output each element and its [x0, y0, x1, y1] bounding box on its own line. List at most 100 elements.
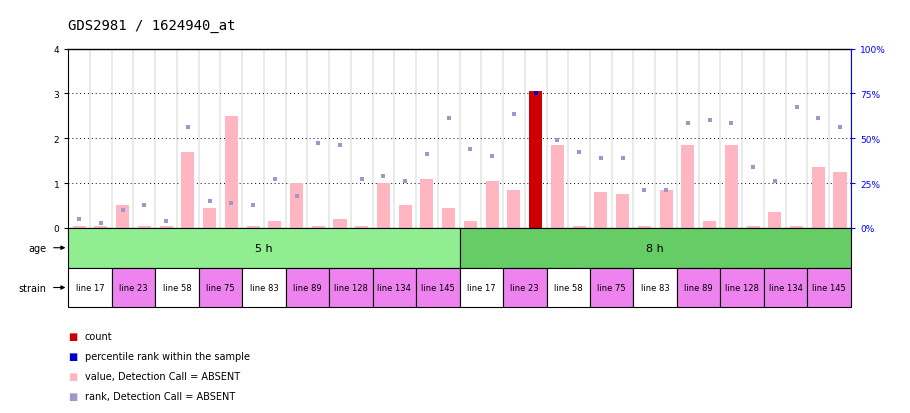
- Point: [593, 156, 608, 162]
- Bar: [721, 268, 763, 308]
- Bar: [460, 228, 851, 268]
- Text: strain: strain: [18, 283, 46, 293]
- Point: [72, 216, 86, 223]
- Text: ■: ■: [68, 391, 77, 401]
- Bar: [724, 146, 738, 228]
- Bar: [181, 152, 195, 228]
- Bar: [677, 268, 721, 308]
- Point: [789, 104, 804, 111]
- Bar: [633, 268, 677, 308]
- Bar: [159, 226, 173, 228]
- Bar: [112, 268, 156, 308]
- Text: ■: ■: [68, 371, 77, 381]
- Bar: [156, 268, 198, 308]
- Bar: [286, 268, 329, 308]
- Bar: [225, 116, 238, 228]
- Point: [94, 221, 108, 227]
- Bar: [572, 226, 586, 228]
- Text: rank, Detection Call = ABSENT: rank, Detection Call = ABSENT: [85, 391, 235, 401]
- Bar: [616, 195, 629, 228]
- Point: [571, 149, 586, 156]
- Bar: [660, 190, 672, 228]
- Bar: [355, 226, 369, 228]
- Bar: [807, 268, 851, 308]
- Point: [355, 176, 369, 183]
- Bar: [73, 226, 86, 228]
- Point: [137, 203, 152, 209]
- Bar: [508, 190, 521, 228]
- Bar: [547, 268, 590, 308]
- Bar: [551, 146, 564, 228]
- Point: [463, 147, 478, 153]
- Bar: [333, 219, 347, 228]
- Bar: [442, 208, 455, 228]
- Bar: [198, 268, 242, 308]
- Point: [289, 194, 304, 200]
- Text: line 83: line 83: [641, 283, 670, 292]
- Point: [681, 120, 695, 126]
- Text: 5 h: 5 h: [255, 243, 273, 253]
- Text: line 58: line 58: [163, 283, 191, 292]
- Bar: [638, 226, 651, 228]
- Point: [745, 165, 760, 171]
- Text: 8 h: 8 h: [646, 243, 664, 253]
- Bar: [268, 221, 281, 228]
- Bar: [247, 226, 259, 228]
- Text: line 58: line 58: [554, 283, 582, 292]
- Bar: [529, 92, 542, 228]
- Bar: [486, 181, 499, 228]
- Bar: [116, 206, 129, 228]
- Text: ■: ■: [68, 332, 77, 342]
- Point: [311, 140, 326, 147]
- Bar: [68, 268, 112, 308]
- Bar: [768, 213, 782, 228]
- Point: [376, 173, 390, 180]
- Point: [507, 111, 521, 118]
- Text: line 128: line 128: [334, 283, 368, 292]
- Bar: [137, 226, 151, 228]
- Text: age: age: [28, 243, 46, 253]
- Point: [246, 203, 260, 209]
- Point: [333, 142, 348, 149]
- Text: line 134: line 134: [378, 283, 411, 292]
- Point: [811, 116, 825, 122]
- Point: [615, 156, 630, 162]
- Bar: [329, 268, 372, 308]
- Point: [224, 200, 238, 207]
- Text: line 145: line 145: [813, 283, 846, 292]
- Point: [637, 187, 652, 194]
- Bar: [594, 192, 607, 228]
- Text: line 23: line 23: [511, 283, 539, 292]
- Text: line 23: line 23: [119, 283, 147, 292]
- Point: [180, 124, 195, 131]
- Bar: [377, 184, 390, 228]
- Point: [158, 218, 173, 225]
- Bar: [399, 206, 411, 228]
- Text: ■: ■: [68, 351, 77, 361]
- Point: [420, 151, 434, 158]
- Point: [116, 207, 130, 214]
- Bar: [834, 172, 846, 228]
- Bar: [242, 268, 286, 308]
- Bar: [812, 168, 824, 228]
- Point: [398, 178, 412, 185]
- Point: [485, 154, 500, 160]
- Bar: [790, 226, 803, 228]
- Bar: [95, 226, 107, 228]
- Bar: [203, 208, 216, 228]
- Point: [202, 198, 217, 205]
- Point: [441, 116, 456, 122]
- Text: line 17: line 17: [467, 283, 496, 292]
- Bar: [464, 221, 477, 228]
- Bar: [372, 268, 416, 308]
- Text: percentile rank within the sample: percentile rank within the sample: [85, 351, 249, 361]
- Point: [529, 91, 543, 97]
- Text: count: count: [85, 332, 112, 342]
- Bar: [703, 221, 716, 228]
- Point: [767, 178, 782, 185]
- Bar: [68, 228, 851, 235]
- Text: line 128: line 128: [725, 283, 759, 292]
- Bar: [590, 268, 633, 308]
- Text: line 89: line 89: [293, 283, 322, 292]
- Text: line 89: line 89: [684, 283, 713, 292]
